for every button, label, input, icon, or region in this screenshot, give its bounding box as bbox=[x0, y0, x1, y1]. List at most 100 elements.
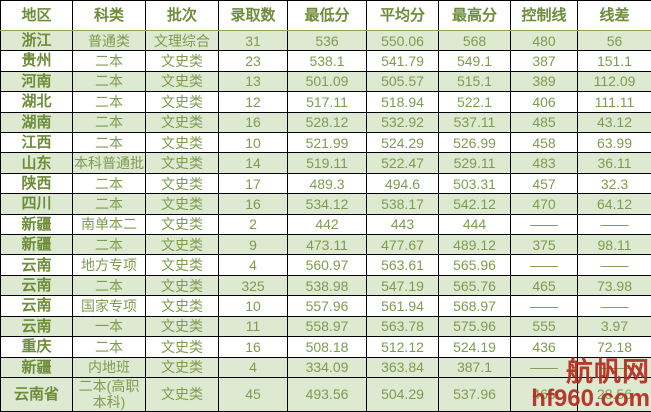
cell-line-diff: 36.11 bbox=[577, 152, 651, 174]
col-header-max-score: 最高分 bbox=[438, 0, 511, 31]
cell-avg-score: 443 bbox=[366, 213, 439, 236]
cell-count: 4 bbox=[218, 254, 288, 276]
cell-avg-score: 494.6 bbox=[366, 172, 439, 195]
cell-avg-score: 563.78 bbox=[366, 315, 439, 338]
cell-category: 地方专项 bbox=[72, 254, 146, 276]
cell-batch: 文史类 bbox=[145, 213, 219, 236]
cell-region: 云南 bbox=[0, 274, 73, 297]
cell-category: 本科普通批 bbox=[72, 152, 146, 174]
cell-min-score: 557.96 bbox=[287, 295, 367, 317]
cell-min-score: 534.12 bbox=[287, 193, 367, 215]
cell-batch: 文史类 bbox=[145, 315, 219, 338]
cell-control-line: 465 bbox=[510, 376, 578, 412]
cell-region: 云南省 bbox=[0, 376, 73, 412]
cell-control-line: 436 bbox=[510, 336, 578, 358]
cell-control-line: 555 bbox=[510, 315, 578, 338]
cell-min-score: 473.11 bbox=[287, 234, 367, 256]
cell-category: 二本(高职本科) bbox=[72, 376, 146, 412]
cell-line-diff: —— bbox=[577, 213, 651, 236]
cell-region: 重庆 bbox=[0, 336, 73, 358]
cell-category: 国家专项 bbox=[72, 295, 146, 317]
cell-region: 贵州 bbox=[0, 50, 73, 72]
cell-min-score: 489.3 bbox=[287, 172, 367, 195]
cell-category: 二本 bbox=[72, 70, 146, 93]
cell-control-line: 465 bbox=[510, 274, 578, 297]
table-row: 云南 二本 文史类 325 538.98 547.19 565.76 465 7… bbox=[0, 274, 651, 297]
cell-control-line: 470 bbox=[510, 193, 578, 215]
cell-avg-score: 522.47 bbox=[366, 152, 439, 174]
cell-min-score: 536 bbox=[287, 29, 367, 52]
cell-min-score: 517.11 bbox=[287, 91, 367, 113]
cell-min-score: 519.11 bbox=[287, 152, 367, 174]
cell-max-score: 515.1 bbox=[438, 70, 511, 93]
cell-avg-score: 541.79 bbox=[366, 50, 439, 72]
cell-control-line: 480 bbox=[510, 29, 578, 52]
cell-max-score: 387.1 bbox=[438, 356, 511, 378]
col-header-count: 录取数 bbox=[218, 0, 288, 31]
cell-max-score: 575.96 bbox=[438, 315, 511, 338]
cell-count: 2 bbox=[218, 213, 288, 236]
cell-region: 湖南 bbox=[0, 111, 73, 134]
cell-max-score: 537.96 bbox=[438, 376, 511, 412]
table-row: 云南省 二本(高职本科) 文史类 45 493.56 504.29 537.96… bbox=[0, 376, 651, 412]
cell-count: 11 bbox=[218, 315, 288, 338]
cell-line-diff: —— bbox=[577, 254, 651, 276]
cell-count: 23 bbox=[218, 50, 288, 72]
col-header-min-score: 最低分 bbox=[287, 0, 367, 31]
cell-avg-score: 518.94 bbox=[366, 91, 439, 113]
cell-region: 山东 bbox=[0, 152, 73, 174]
cell-count: 16 bbox=[218, 111, 288, 134]
cell-batch: 文史类 bbox=[145, 376, 219, 412]
table-row: 贵州 二本 文史类 23 538.1 541.79 549.1 387 151.… bbox=[0, 50, 651, 72]
cell-max-score: 549.1 bbox=[438, 50, 511, 72]
cell-category: 一本 bbox=[72, 315, 146, 338]
table-row: 陕西 二本 文史类 17 489.3 494.6 503.31 457 32.3 bbox=[0, 172, 651, 195]
cell-region: 湖北 bbox=[0, 91, 73, 113]
cell-min-score: 521.99 bbox=[287, 132, 367, 154]
col-header-line-diff: 线差 bbox=[577, 0, 651, 31]
cell-max-score: 489.12 bbox=[438, 234, 511, 256]
cell-min-score: 493.56 bbox=[287, 376, 367, 412]
cell-count: 16 bbox=[218, 336, 288, 358]
table-row: 湖南 二本 文史类 16 528.12 532.92 537.11 485 43… bbox=[0, 111, 651, 134]
cell-control-line: 458 bbox=[510, 132, 578, 154]
col-header-batch: 批次 bbox=[145, 0, 219, 31]
cell-avg-score: 561.94 bbox=[366, 295, 439, 317]
table-row: 云南 一本 文史类 11 558.97 563.78 575.96 555 3.… bbox=[0, 315, 651, 338]
cell-max-score: 542.12 bbox=[438, 193, 511, 215]
cell-avg-score: 563.61 bbox=[366, 254, 439, 276]
cell-max-score: 568.97 bbox=[438, 295, 511, 317]
cell-control-line: —— bbox=[510, 254, 578, 276]
cell-min-score: 528.12 bbox=[287, 111, 367, 134]
cell-region: 新疆 bbox=[0, 234, 73, 256]
cell-count: 10 bbox=[218, 132, 288, 154]
cell-avg-score: 547.19 bbox=[366, 274, 439, 297]
cell-region: 陕西 bbox=[0, 172, 73, 195]
cell-count: 17 bbox=[218, 172, 288, 195]
cell-region: 云南 bbox=[0, 315, 73, 338]
table-row: 新疆 内地班 文史类 4 334.09 363.84 387.1 —— —— bbox=[0, 356, 651, 378]
cell-count: 16 bbox=[218, 193, 288, 215]
cell-control-line: 389 bbox=[510, 70, 578, 93]
cell-region: 新疆 bbox=[0, 213, 73, 236]
cell-count: 9 bbox=[218, 234, 288, 256]
cell-count: 14 bbox=[218, 152, 288, 174]
col-header-control-line: 控制线 bbox=[510, 0, 578, 31]
cell-category: 内地班 bbox=[72, 356, 146, 378]
cell-min-score: 508.18 bbox=[287, 336, 367, 358]
cell-min-score: 560.97 bbox=[287, 254, 367, 276]
cell-category: 二本 bbox=[72, 193, 146, 215]
cell-max-score: 529.11 bbox=[438, 152, 511, 174]
cell-batch: 文史类 bbox=[145, 254, 219, 276]
cell-line-diff: 73.98 bbox=[577, 274, 651, 297]
cell-control-line: 457 bbox=[510, 172, 578, 195]
cell-batch: 文理综合 bbox=[145, 29, 219, 52]
cell-avg-score: 512.12 bbox=[366, 336, 439, 358]
cell-max-score: 565.76 bbox=[438, 274, 511, 297]
cell-min-score: 558.97 bbox=[287, 315, 367, 338]
cell-max-score: 565.96 bbox=[438, 254, 511, 276]
table-body: 浙江 普通类 文理综合 31 536 550.06 568 480 56 贵州 … bbox=[0, 29, 651, 412]
cell-category: 二本 bbox=[72, 336, 146, 358]
cell-avg-score: 538.17 bbox=[366, 193, 439, 215]
